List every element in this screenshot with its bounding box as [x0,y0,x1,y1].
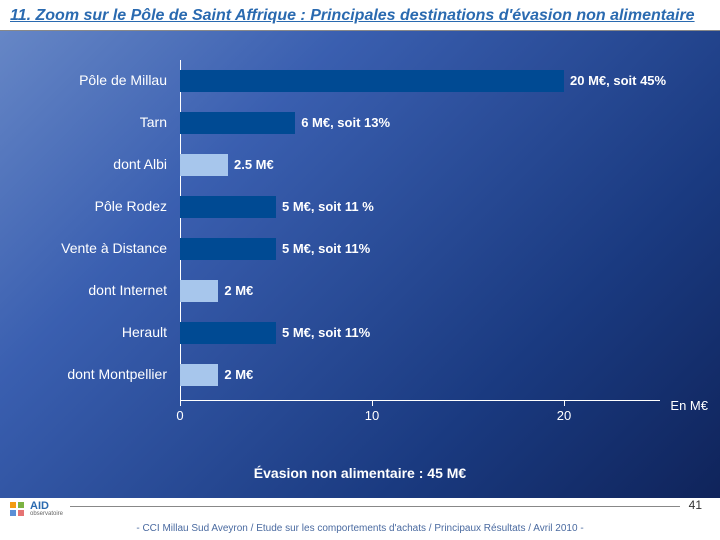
logo-square [18,502,24,508]
bar-value-label: 2 M€ [218,280,253,302]
bar [180,280,218,302]
bar [180,70,564,92]
bar-chart: 20 M€, soit 45%6 M€, soit 13%2.5 M€5 M€,… [30,60,700,430]
bar [180,196,276,218]
title-box: 11. Zoom sur le Pôle de Saint Affrique :… [0,0,720,31]
logo-subtext: observatoire [30,511,63,517]
category-label: Vente à Distance [30,241,175,256]
x-tick-label: 20 [557,408,571,423]
category-label: dont Montpellier [30,367,175,382]
logo-square [18,510,24,516]
bar-value-label: 6 M€, soit 13% [295,112,390,134]
category-label: Tarn [30,115,175,130]
category-label: dont Internet [30,283,175,298]
category-label: dont Albi [30,157,175,172]
x-tick-label: 10 [365,408,379,423]
x-tick-label: 0 [176,408,183,423]
logo-square [10,510,16,516]
bar-value-label: 20 M€, soit 45% [564,70,666,92]
category-label: Herault [30,325,175,340]
bar-value-label: 5 M€, soit 11% [276,238,370,260]
category-label: Pôle Rodez [30,199,175,214]
bar [180,322,276,344]
x-axis: 01020 [180,400,660,430]
bar [180,154,228,176]
page-number: 41 [689,498,702,512]
bar-value-label: 2 M€ [218,364,253,386]
footer: 41 - CCI Millau Sud Aveyron / Etude sur … [0,498,720,540]
chart-caption: Évasion non alimentaire : 45 M€ [0,465,720,481]
x-axis-line [180,400,660,401]
category-label: Pôle de Millau [30,73,175,88]
bar-value-label: 5 M€, soit 11 % [276,196,374,218]
x-tick [180,400,181,406]
logo-square [10,502,16,508]
footer-divider [70,506,680,507]
unit-label: En M€ [670,398,708,413]
bar-value-label: 5 M€, soit 11% [276,322,370,344]
slide: 11. Zoom sur le Pôle de Saint Affrique :… [0,0,720,540]
bar [180,364,218,386]
logo: AID observatoire [10,502,56,520]
bar-value-label: 2.5 M€ [228,154,274,176]
bar [180,112,295,134]
footer-text: - CCI Millau Sud Aveyron / Etude sur les… [0,523,720,534]
slide-title: 11. Zoom sur le Pôle de Saint Affrique :… [10,6,710,26]
bar [180,238,276,260]
x-tick [564,400,565,406]
x-tick [372,400,373,406]
plot-area: 20 M€, soit 45%6 M€, soit 13%2.5 M€5 M€,… [180,60,660,400]
